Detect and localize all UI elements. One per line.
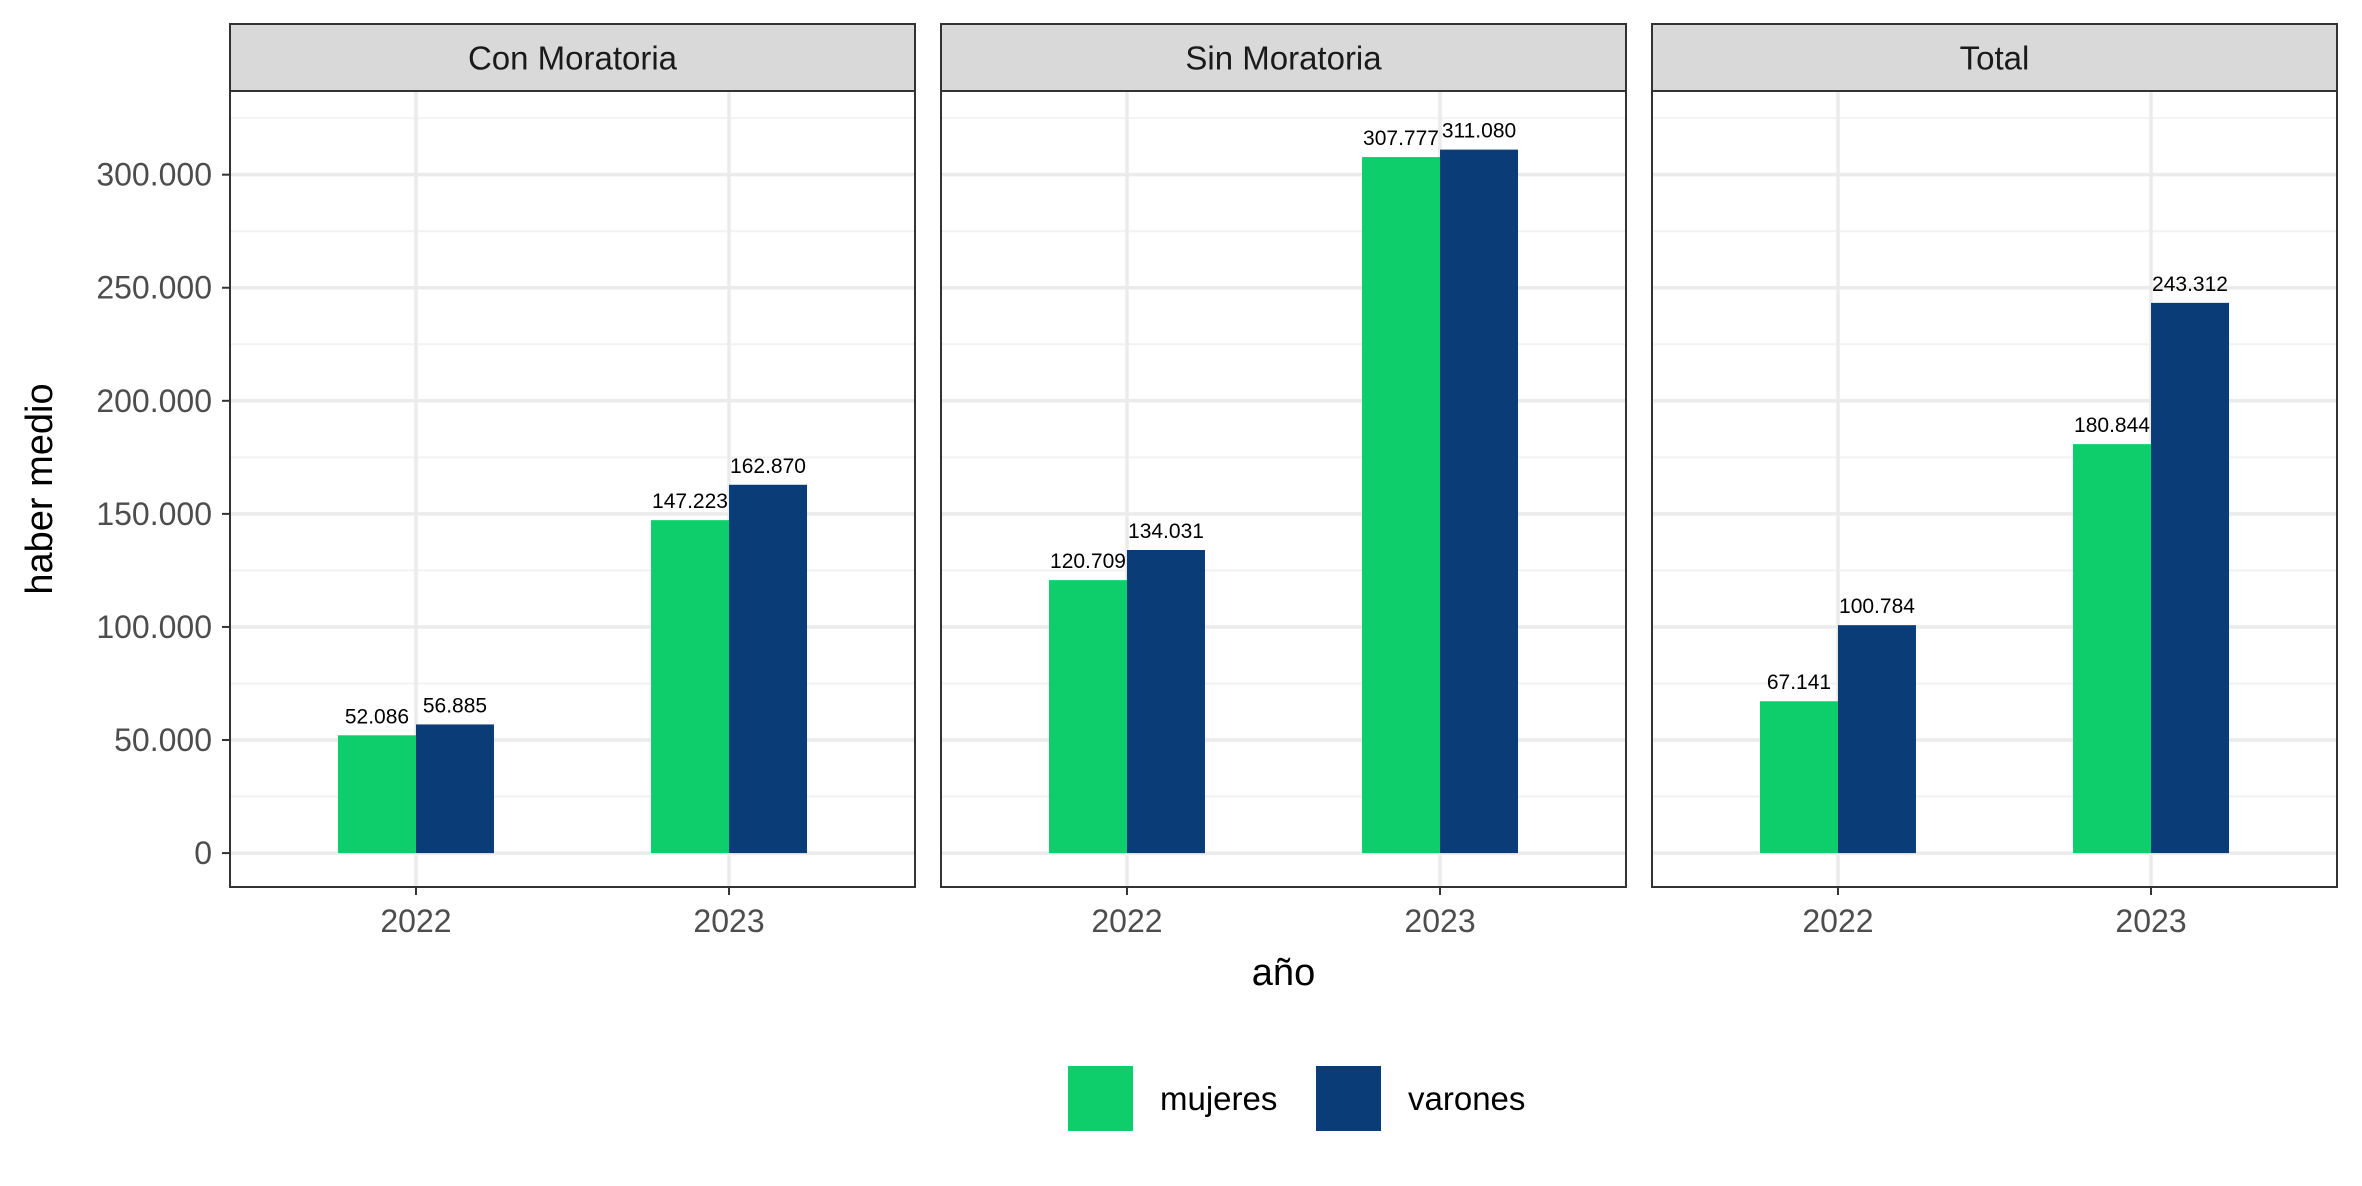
data-label: 56.885 — [423, 694, 487, 717]
data-label: 311.080 — [1442, 120, 1516, 143]
x-axis-title: año — [1252, 952, 1315, 994]
x-tick-label: 2023 — [2115, 903, 2186, 939]
bar-mujeres-2022 — [1048, 580, 1127, 854]
x-tick-label: 2022 — [380, 903, 451, 939]
legend-label: varones — [1408, 1080, 1525, 1117]
y-tick-label: 0 — [194, 835, 212, 871]
data-label: 52.086 — [345, 705, 409, 728]
bar-varones-2023 — [2151, 302, 2230, 854]
panel-background — [1652, 91, 2337, 887]
y-axis-title: haber medio — [19, 383, 61, 594]
y-axis: 0 50.000 100.000 150.000 200.000 250.000 300.0… — [96, 157, 230, 871]
facet-strip-label: Con Moratoria — [468, 40, 678, 77]
data-label: 147.223 — [652, 490, 728, 513]
data-label: 67.141 — [1767, 671, 1831, 694]
bar-varones-2022 — [415, 724, 494, 854]
facet-strip — [940, 23, 1627, 92]
facet-strip-label: Sin Moratoria — [1185, 40, 1382, 77]
x-tick-label: 2023 — [693, 903, 764, 939]
bar-varones-2022 — [1126, 549, 1205, 854]
bar-mujeres-2023 — [1362, 157, 1441, 854]
facet-strip-label: Total — [1960, 40, 2030, 77]
bar-varones-2023 — [1440, 149, 1519, 854]
y-tick-label: 50.000 — [114, 722, 212, 758]
legend: mujeres varones — [1068, 1066, 1525, 1131]
y-tick-label: 200.000 — [96, 383, 212, 419]
x-tick-label: 2022 — [1091, 903, 1162, 939]
x-tick-label: 2022 — [1802, 903, 1873, 939]
data-label: 162.870 — [730, 455, 806, 478]
bar-mujeres-2022 — [1759, 701, 1838, 854]
bar-varones-2022 — [1837, 625, 1916, 854]
facet-panel: 67.141 100.784 180.844 243.312 Total 2022 2023 — [1651, 23, 2338, 939]
legend-key-varones — [1316, 1066, 1381, 1131]
y-tick-label: 300.000 — [96, 157, 212, 193]
data-label: 100.784 — [1839, 595, 1915, 618]
data-label: 134.031 — [1128, 520, 1204, 543]
legend-key-mujeres — [1068, 1066, 1133, 1131]
facet-strip — [229, 23, 916, 92]
y-tick-label: 100.000 — [96, 609, 212, 645]
bar-mujeres-2022 — [337, 735, 416, 854]
data-label: 307.777 — [1363, 127, 1439, 150]
bar-mujeres-2023 — [651, 520, 730, 854]
panel-background — [230, 91, 915, 887]
data-label: 243.312 — [2152, 273, 2228, 296]
panel-background — [941, 91, 1626, 887]
y-tick-label: 150.000 — [96, 496, 212, 532]
y-tick-label: 250.000 — [96, 270, 212, 306]
data-label: 120.709 — [1050, 550, 1126, 573]
bar-mujeres-2023 — [2073, 444, 2152, 854]
facet-strip — [1651, 23, 2338, 92]
x-tick-label: 2023 — [1404, 903, 1475, 939]
legend-label: mujeres — [1160, 1080, 1277, 1117]
data-label: 180.844 — [2074, 414, 2150, 437]
bar-varones-2023 — [729, 484, 808, 854]
